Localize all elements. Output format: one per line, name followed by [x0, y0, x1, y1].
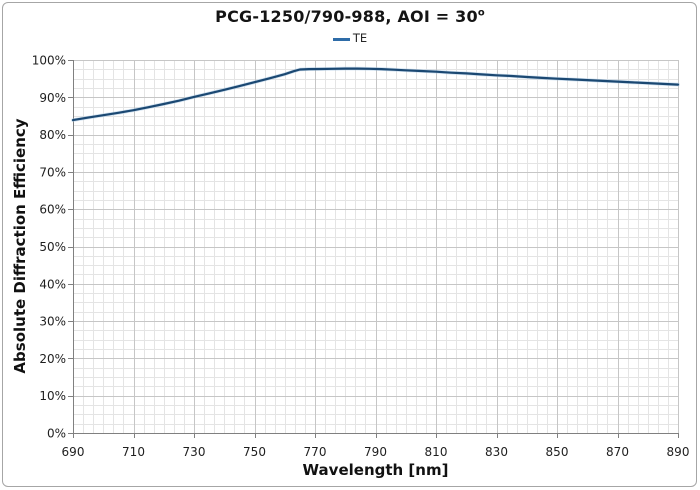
x-tick-label: 690	[62, 445, 85, 459]
y-tick-label: 80%	[39, 128, 66, 142]
y-tick-label: 90%	[39, 91, 66, 105]
chart-title-text: PCG-1250/790-988, AOI = 30	[215, 7, 478, 26]
y-tick-label: 30%	[39, 315, 66, 329]
y-tick-labels: 0% 10% 20% 30% 40% 50% 60% 70% 80% 90% 100%	[32, 54, 66, 441]
series-te	[71, 66, 680, 122]
x-tick-label: 810	[425, 445, 448, 459]
y-tick-label: 20%	[39, 352, 66, 366]
y-tick-label: 10%	[39, 389, 66, 403]
legend-line-swatch	[332, 37, 350, 41]
x-tick-label: 790	[364, 445, 387, 459]
legend: TE	[0, 31, 700, 47]
x-tick-label: 890	[667, 445, 690, 459]
te-series-line	[71, 67, 680, 122]
x-tick-label: 870	[606, 445, 629, 459]
y-tick-label: 40%	[39, 277, 66, 291]
x-tick-label: 830	[485, 445, 508, 459]
tick-marks	[68, 60, 679, 438]
chart-title: PCG-1250/790-988, AOI = 30o	[0, 7, 700, 26]
x-axis-title: Wavelength [nm]	[302, 461, 449, 479]
legend-label-te: TE	[352, 31, 368, 46]
y-tick-label: 60%	[39, 203, 66, 217]
y-axis-title: Absolute Diffraction Efficiency	[11, 118, 29, 374]
y-tick-label: 100%	[32, 54, 66, 68]
minor-gridlines	[73, 60, 678, 433]
degree-mark: o	[477, 7, 485, 19]
x-tick-label: 850	[546, 445, 569, 459]
x-tick-label: 770	[304, 445, 327, 459]
y-tick-label: 50%	[39, 240, 66, 254]
y-tick-label: 70%	[39, 165, 66, 179]
x-tick-label: 730	[183, 445, 206, 459]
y-tick-label: 0%	[47, 427, 66, 441]
x-tick-labels: 690 710 730 750 770 790 810 830 850 870 890	[62, 445, 690, 459]
x-tick-label: 750	[243, 445, 266, 459]
x-tick-label: 710	[122, 445, 145, 459]
